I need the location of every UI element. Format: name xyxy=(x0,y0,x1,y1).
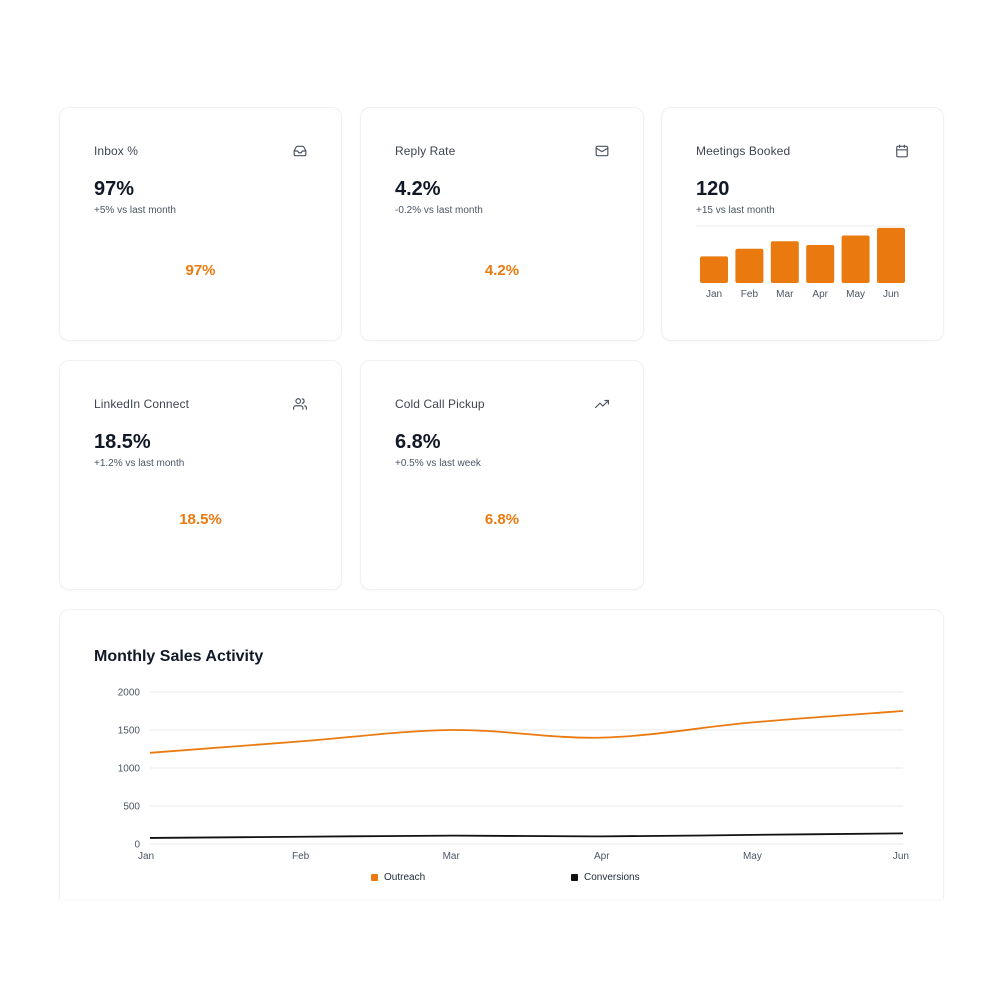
series-line-conversions[interactable] xyxy=(149,832,904,839)
bar[interactable] xyxy=(877,227,905,283)
card-change: -0.2% vs last month xyxy=(395,205,483,216)
card-value: 18.5% xyxy=(94,431,151,453)
inbox-icon xyxy=(293,144,307,158)
card-highlight-value: 4.2% xyxy=(484,262,520,279)
x-tick-label: Jun xyxy=(893,851,909,862)
y-tick-label: 500 xyxy=(123,802,140,813)
card-title: Meetings Booked xyxy=(696,144,791,158)
x-tick-label: Jan xyxy=(138,851,154,862)
card-highlight-value: 6.8% xyxy=(484,511,520,528)
y-tick-label: 1500 xyxy=(118,726,141,737)
chart-title: Monthly Sales Activity xyxy=(94,648,264,665)
y-tick-label: 0 xyxy=(134,840,140,851)
users-icon xyxy=(293,397,307,411)
monthly-sales-activity-card: Monthly Sales Activity 0 500 1000 1500 2000 J… xyxy=(59,609,944,899)
trending-up-icon xyxy=(595,397,609,411)
x-tick-label: Apr xyxy=(812,289,828,300)
calendar-icon xyxy=(895,144,909,158)
card-title: LinkedIn Connect xyxy=(94,397,189,411)
meetings-bar-chart: Jan Feb Mar Apr May Jun xyxy=(696,225,911,300)
card-change: +1.2% vs last month xyxy=(94,458,185,469)
card-change: +5% vs last month xyxy=(94,205,176,216)
card-change: +15 vs last month xyxy=(696,205,775,216)
legend-item-conversions[interactable]: Conversions xyxy=(571,872,640,883)
card-value: 4.2% xyxy=(395,178,441,200)
card-highlight-value: 97% xyxy=(185,262,216,279)
legend-label: Outreach xyxy=(384,872,426,883)
card-value: 6.8% xyxy=(395,431,441,453)
cold-call-pickup-card: Cold Call Pickup 6.8% +0.5% vs last week… xyxy=(360,360,644,590)
reply-rate-card: Reply Rate 4.2% -0.2% vs last month 4.2% xyxy=(360,107,644,341)
legend-swatch xyxy=(571,874,578,881)
series-line-outreach[interactable] xyxy=(149,710,904,754)
inbox-card: Inbox % 97% +5% vs last month 97% xyxy=(59,107,342,341)
x-tick-label: Feb xyxy=(741,289,759,300)
x-tick-label: May xyxy=(743,851,762,862)
x-tick-label: Mar xyxy=(776,289,794,300)
sales-line-chart: 0 500 1000 1500 2000 Jan Feb Mar Apr May Jun xyxy=(118,688,909,863)
card-title: Inbox % xyxy=(94,144,139,158)
legend-item-outreach[interactable]: Outreach xyxy=(371,872,425,883)
meetings-booked-card: Meetings Booked 120 +15 vs last month Ja… xyxy=(661,107,944,341)
card-value: 97% xyxy=(94,178,135,200)
legend-label: Conversions xyxy=(584,872,640,883)
x-tick-label: Apr xyxy=(594,851,610,862)
bar[interactable] xyxy=(770,241,799,283)
card-value: 120 xyxy=(696,178,730,200)
x-tick-label: May xyxy=(846,289,865,300)
card-title: Cold Call Pickup xyxy=(395,397,485,411)
bar[interactable] xyxy=(841,235,870,284)
bar[interactable] xyxy=(735,248,764,283)
card-highlight-value: 18.5% xyxy=(179,511,222,528)
linkedin-connect-card: LinkedIn Connect 18.5% +1.2% vs last mon… xyxy=(59,360,342,590)
card-change: +0.5% vs last week xyxy=(395,458,481,469)
mail-icon xyxy=(595,144,609,158)
y-tick-label: 2000 xyxy=(118,688,141,699)
legend-swatch xyxy=(371,874,378,881)
bar[interactable] xyxy=(806,245,835,283)
card-title: Reply Rate xyxy=(395,144,456,158)
bar[interactable] xyxy=(700,256,728,283)
x-tick-label: Jun xyxy=(883,289,899,300)
y-tick-label: 1000 xyxy=(118,764,141,775)
x-tick-label: Feb xyxy=(292,851,310,862)
x-tick-label: Jan xyxy=(706,289,722,300)
x-tick-label: Mar xyxy=(443,851,461,862)
